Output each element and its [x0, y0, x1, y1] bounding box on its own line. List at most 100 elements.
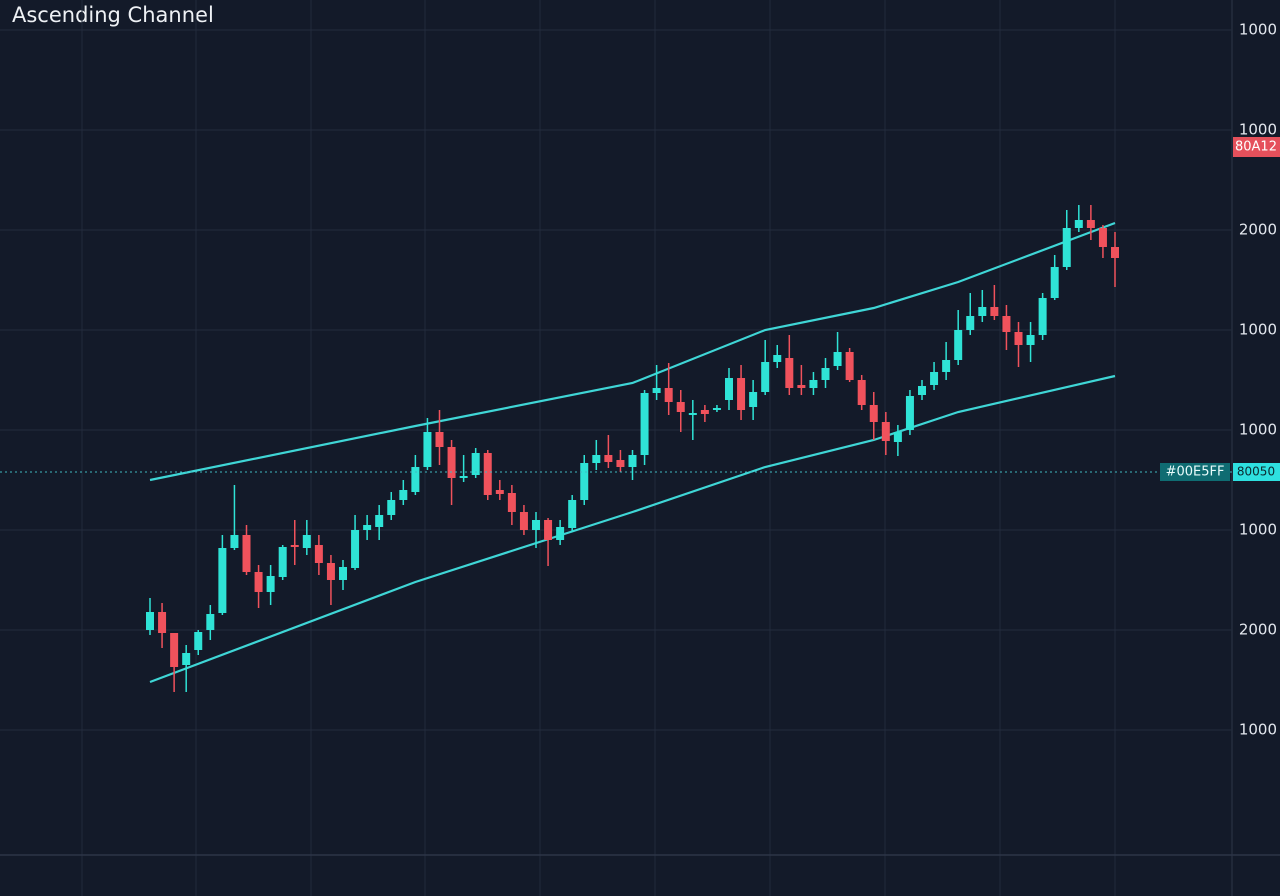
- candle-body: [290, 545, 299, 547]
- candle-body: [242, 535, 251, 572]
- candle-body: [725, 378, 733, 400]
- candle-body: [966, 316, 975, 330]
- price-line-badge: [1160, 463, 1230, 481]
- y-tick-label: 2000: [1239, 621, 1277, 639]
- candle-body: [170, 633, 179, 667]
- chart-title: Ascending Channel: [12, 3, 214, 27]
- candle-body: [749, 392, 758, 407]
- candle-body: [869, 405, 878, 422]
- price-line-label: #00E5FF: [1166, 465, 1225, 480]
- candle-body: [905, 396, 914, 430]
- candle-body: [773, 355, 782, 362]
- candle-body: [604, 455, 613, 462]
- candle-body: [544, 520, 553, 540]
- candle-body: [206, 614, 215, 630]
- candle-body: [339, 567, 347, 580]
- candle-body: [411, 467, 420, 492]
- candle-body: [845, 352, 854, 380]
- candle-body: [471, 453, 480, 475]
- candle-body: [483, 453, 492, 495]
- candle-body: [194, 632, 203, 650]
- channel-lower: [149, 374, 1116, 684]
- candle-body: [652, 388, 661, 393]
- candle-body: [507, 493, 516, 512]
- candle-body: [628, 455, 637, 467]
- candle-body: [688, 413, 697, 415]
- y-tick-label: 1000: [1239, 521, 1277, 539]
- candle-body: [519, 512, 528, 530]
- candle-body: [375, 515, 384, 527]
- candle-body: [351, 530, 360, 568]
- candle-body: [1002, 316, 1011, 332]
- candle-body: [809, 380, 818, 388]
- y-tick-label: 1000: [1239, 321, 1277, 339]
- candle-body: [893, 432, 902, 442]
- candle-body: [532, 520, 540, 530]
- candle-body: [556, 527, 565, 540]
- y-tick-label: 2000: [1239, 221, 1277, 239]
- candle-body: [640, 393, 649, 455]
- candle-body: [1074, 220, 1083, 228]
- candle-body: [254, 572, 263, 592]
- candle-body: [833, 352, 842, 366]
- candle-body: [942, 360, 951, 372]
- candle-body: [182, 653, 191, 665]
- candle-body: [990, 307, 999, 316]
- candle-body: [459, 476, 468, 478]
- candle-body: [158, 612, 167, 633]
- candle-body: [785, 358, 794, 388]
- y-tick-label: 1000: [1239, 721, 1277, 739]
- candle-body: [676, 402, 685, 412]
- candle-body: [399, 490, 408, 500]
- y-tick-label: 1000: [1239, 421, 1277, 439]
- candle-body: [363, 525, 372, 530]
- candle-body: [146, 612, 154, 630]
- candle-body: [423, 432, 432, 467]
- candle-body: [218, 548, 227, 613]
- candle-body: [797, 385, 806, 388]
- candle-body: [954, 330, 963, 360]
- candle-body: [918, 386, 926, 395]
- y-tick-label: 1000: [1239, 21, 1277, 39]
- candle-body: [1098, 228, 1107, 247]
- candle-body: [737, 378, 746, 410]
- candle-body: [1086, 220, 1095, 228]
- candle-body: [580, 463, 589, 500]
- candle-body: [495, 490, 504, 494]
- y-tick-label: 1000: [1239, 121, 1277, 139]
- price-axis-label: 80050: [1237, 465, 1275, 479]
- candle-body: [447, 447, 456, 478]
- candle-body: [930, 372, 939, 385]
- candle-body: [1062, 228, 1071, 267]
- price-axis-badge: [1233, 463, 1280, 481]
- candle-body: [302, 535, 311, 548]
- candle-body: [616, 460, 625, 467]
- channel-upper: [149, 221, 1116, 482]
- candle-body: [700, 410, 709, 414]
- candle-body: [857, 380, 866, 405]
- candle-body: [1026, 335, 1035, 345]
- candle-body: [1014, 332, 1023, 345]
- candle-body: [314, 545, 323, 563]
- candle-body: [592, 455, 601, 463]
- candle-body: [821, 368, 830, 380]
- candle-body: [568, 500, 577, 528]
- candle-body: [278, 547, 287, 577]
- candle-body: [435, 432, 444, 447]
- candle-body: [1111, 247, 1119, 258]
- candle-body: [881, 422, 890, 441]
- candle-body: [761, 362, 770, 392]
- last-price-label: 80A12: [1235, 140, 1277, 155]
- candle-body: [266, 576, 275, 592]
- candle-body: [712, 408, 721, 410]
- candle-body: [664, 388, 673, 402]
- candle-body: [230, 535, 239, 548]
- candle-body: [978, 307, 987, 316]
- candle-body: [1050, 267, 1059, 298]
- candle-body: [387, 500, 396, 515]
- last-price-badge: [1233, 137, 1280, 157]
- candle-body: [1038, 298, 1047, 335]
